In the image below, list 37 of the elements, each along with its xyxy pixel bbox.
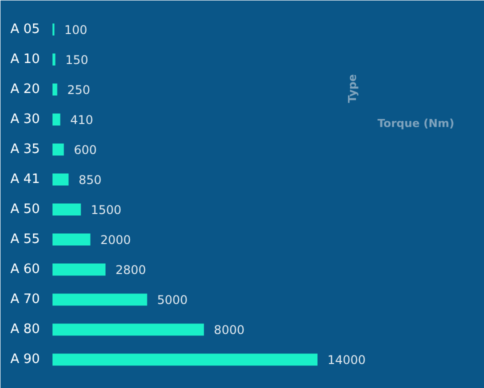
y-tick-label: A 41 bbox=[10, 172, 40, 188]
y-tick-label: A 30 bbox=[10, 112, 40, 128]
bar bbox=[52, 174, 69, 186]
y-tick-label: A 70 bbox=[10, 292, 40, 308]
bar bbox=[52, 324, 204, 336]
y-tick-label: A 55 bbox=[10, 232, 40, 248]
bar bbox=[52, 204, 81, 216]
data-label: 250 bbox=[67, 83, 90, 98]
bar bbox=[52, 54, 56, 66]
text: Torque (Nm) bbox=[378, 117, 454, 130]
data-label: 100 bbox=[64, 23, 88, 37]
bar bbox=[52, 84, 58, 96]
y-tick-label: A 35 bbox=[10, 142, 40, 158]
y-tick-label: A 05 bbox=[10, 22, 40, 37]
y-tick-label: A 20 bbox=[10, 82, 40, 98]
data-label: 2000 bbox=[100, 233, 131, 248]
bar bbox=[52, 354, 318, 366]
data-label: 2800 bbox=[116, 263, 146, 278]
y-tick-label: A 60 bbox=[10, 262, 40, 278]
data-label: 8000 bbox=[214, 323, 244, 338]
y-tick-label: A 80 bbox=[10, 322, 40, 338]
data-label: 5000 bbox=[157, 293, 188, 308]
bar bbox=[52, 294, 148, 306]
data-label: 410 bbox=[70, 113, 94, 128]
data-label: 600 bbox=[74, 143, 97, 158]
bar bbox=[52, 114, 60, 126]
bar bbox=[52, 144, 64, 156]
text: Type bbox=[346, 74, 359, 103]
data-label: 1500 bbox=[90, 203, 122, 218]
data-label: 850 bbox=[78, 173, 102, 188]
y-tick-label: A 50 bbox=[10, 202, 40, 218]
y-tick-label: A 10 bbox=[10, 52, 40, 68]
y-tick-label: A 90 bbox=[10, 352, 40, 368]
bar bbox=[52, 234, 90, 246]
data-label: 14000 bbox=[328, 353, 366, 368]
bar bbox=[52, 264, 106, 276]
data-label: 150 bbox=[65, 53, 88, 68]
